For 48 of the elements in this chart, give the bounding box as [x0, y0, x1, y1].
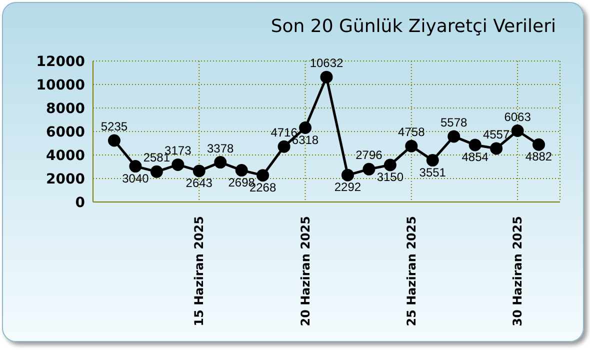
point — [214, 156, 227, 169]
point — [256, 169, 270, 182]
data-label: 4758 — [398, 125, 426, 140]
point — [235, 164, 248, 177]
data-label: 2643 — [186, 176, 213, 190]
data-label: 2292 — [334, 180, 362, 194]
x-tick-label: 20 Haziran 2025 — [298, 216, 312, 326]
y-tick-label: 0 — [75, 194, 86, 211]
data-label: 6063 — [504, 110, 532, 124]
point — [448, 130, 460, 143]
y-tick-label: 12000 — [36, 54, 86, 70]
data-label: 4557 — [482, 127, 510, 142]
chart-title: Son 20 Günlük Ziyaretçi Verileri — [270, 16, 556, 37]
x-tick-label: 25 Haziran 2025 — [404, 216, 418, 326]
point — [405, 140, 418, 152]
point — [384, 158, 396, 172]
x-tick-label: 15 Haziran 2025 — [192, 216, 206, 326]
point — [511, 124, 524, 138]
data-label: 5578 — [440, 115, 468, 130]
point — [468, 138, 482, 152]
data-label: 3040 — [122, 171, 150, 186]
y-tick-label: 6000 — [46, 124, 86, 140]
data-label: 3150 — [376, 170, 404, 184]
data-label: 3378 — [207, 141, 234, 156]
data-label: 4854 — [462, 150, 489, 164]
data-label: 10632 — [310, 56, 344, 70]
data-label: 4882 — [525, 150, 552, 164]
point — [129, 160, 142, 173]
y-tick-label: 2000 — [46, 171, 86, 188]
point — [278, 140, 290, 153]
point — [490, 142, 503, 155]
point — [172, 158, 184, 171]
point — [426, 154, 439, 167]
point — [108, 134, 120, 147]
x-tick-label: 30 Haziran 2025 — [510, 216, 525, 326]
point — [362, 162, 376, 176]
point — [150, 165, 163, 178]
y-tick-label: 10000 — [36, 77, 86, 94]
point — [192, 164, 206, 178]
data-label: 3551 — [419, 165, 446, 180]
point — [341, 168, 354, 182]
y-tick-label: 8000 — [46, 100, 86, 117]
data-label: 2796 — [356, 148, 383, 162]
point — [320, 70, 333, 84]
point — [299, 122, 312, 134]
data-label: 5235 — [100, 119, 128, 134]
point — [532, 138, 546, 151]
y-tick-label: 4000 — [46, 148, 86, 164]
